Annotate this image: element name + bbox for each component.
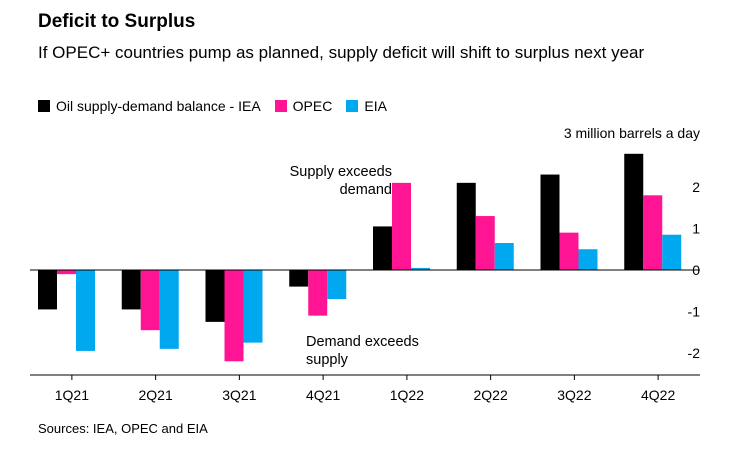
- legend-swatch-eia: [346, 100, 359, 112]
- legend-swatch-opec: [274, 100, 287, 112]
- bar-iea-3q21: [205, 270, 225, 322]
- legend-item-eia: EIA: [346, 98, 387, 114]
- x-tick-label: 1Q21: [55, 387, 89, 403]
- bar-opec-2q21: [140, 270, 160, 331]
- x-tick-label: 1Q22: [390, 387, 424, 403]
- annotations-group: Supply exceeds demand Demand exceeds supply: [290, 164, 419, 368]
- unit-label: 3 million barrels a day: [564, 125, 700, 141]
- x-tick-label: 3Q21: [222, 387, 256, 403]
- x-tick-label: 4Q22: [641, 387, 675, 403]
- bars-group: [38, 153, 682, 362]
- y-tick-label: 0: [692, 262, 700, 278]
- y-ticks-group: 2 1 0 -1 -2: [688, 179, 701, 361]
- bar-opec-2q22: [475, 216, 495, 270]
- chart-subtitle: If OPEC+ countries pump as planned, supp…: [38, 43, 645, 62]
- bar-eia-4q21: [327, 270, 347, 300]
- y-tick-label: -2: [688, 345, 701, 361]
- bar-eia-4q22: [662, 234, 682, 270]
- bar-eia-1q22: [411, 267, 430, 270]
- bar-opec-3q21: [224, 270, 244, 362]
- bar-opec-1q21: [57, 270, 76, 275]
- bar-iea-1q22: [373, 226, 392, 270]
- bar-eia-2q22: [494, 243, 514, 270]
- y-tick-label: 1: [692, 221, 700, 237]
- bar-eia-2q21: [159, 270, 179, 349]
- x-tick-label: 3Q22: [557, 387, 591, 403]
- chart-title: Deficit to Surplus: [38, 11, 196, 32]
- legend: Oil supply-demand balance - IEA OPEC EIA: [38, 98, 401, 114]
- legend-label-iea: Oil supply-demand balance - IEA: [56, 98, 261, 114]
- x-tick-label: 4Q21: [306, 387, 340, 403]
- legend-label-opec: OPEC: [292, 98, 333, 114]
- bar-opec-3q22: [559, 232, 579, 270]
- annotation-demand-exceeds: Demand exceeds supply: [306, 334, 419, 368]
- legend-item-iea: Oil supply-demand balance - IEA: [38, 98, 261, 114]
- x-ticks-group: 1Q21 2Q21 3Q21 4Q21 1Q22 2Q22 3Q22 4Q22: [55, 375, 675, 403]
- bar-iea-1q21: [38, 270, 57, 310]
- y-tick-label: -1: [688, 304, 701, 320]
- bar-eia-1q21: [76, 270, 95, 351]
- legend-label-eia: EIA: [364, 98, 387, 114]
- bar-iea-2q22: [456, 182, 476, 270]
- source-note: Sources: IEA, OPEC and EIA: [38, 421, 208, 436]
- bar-opec-4q21: [308, 270, 328, 316]
- bar-eia-3q22: [578, 249, 598, 270]
- legend-swatch-iea: [38, 100, 50, 112]
- x-tick-label: 2Q22: [474, 387, 508, 403]
- bar-opec-1q22: [392, 182, 411, 270]
- legend-item-opec: OPEC: [274, 98, 333, 114]
- bar-eia-3q21: [243, 270, 263, 343]
- bar-iea-3q22: [540, 174, 560, 270]
- bar-opec-4q22: [643, 195, 663, 270]
- annotation-supply-exceeds: Supply exceeds demand: [290, 164, 392, 198]
- bar-iea-4q21: [289, 270, 309, 287]
- y-tick-label: 2: [692, 179, 700, 195]
- bar-iea-4q22: [624, 153, 644, 270]
- bar-iea-2q21: [121, 270, 141, 310]
- x-tick-label: 2Q21: [139, 387, 173, 403]
